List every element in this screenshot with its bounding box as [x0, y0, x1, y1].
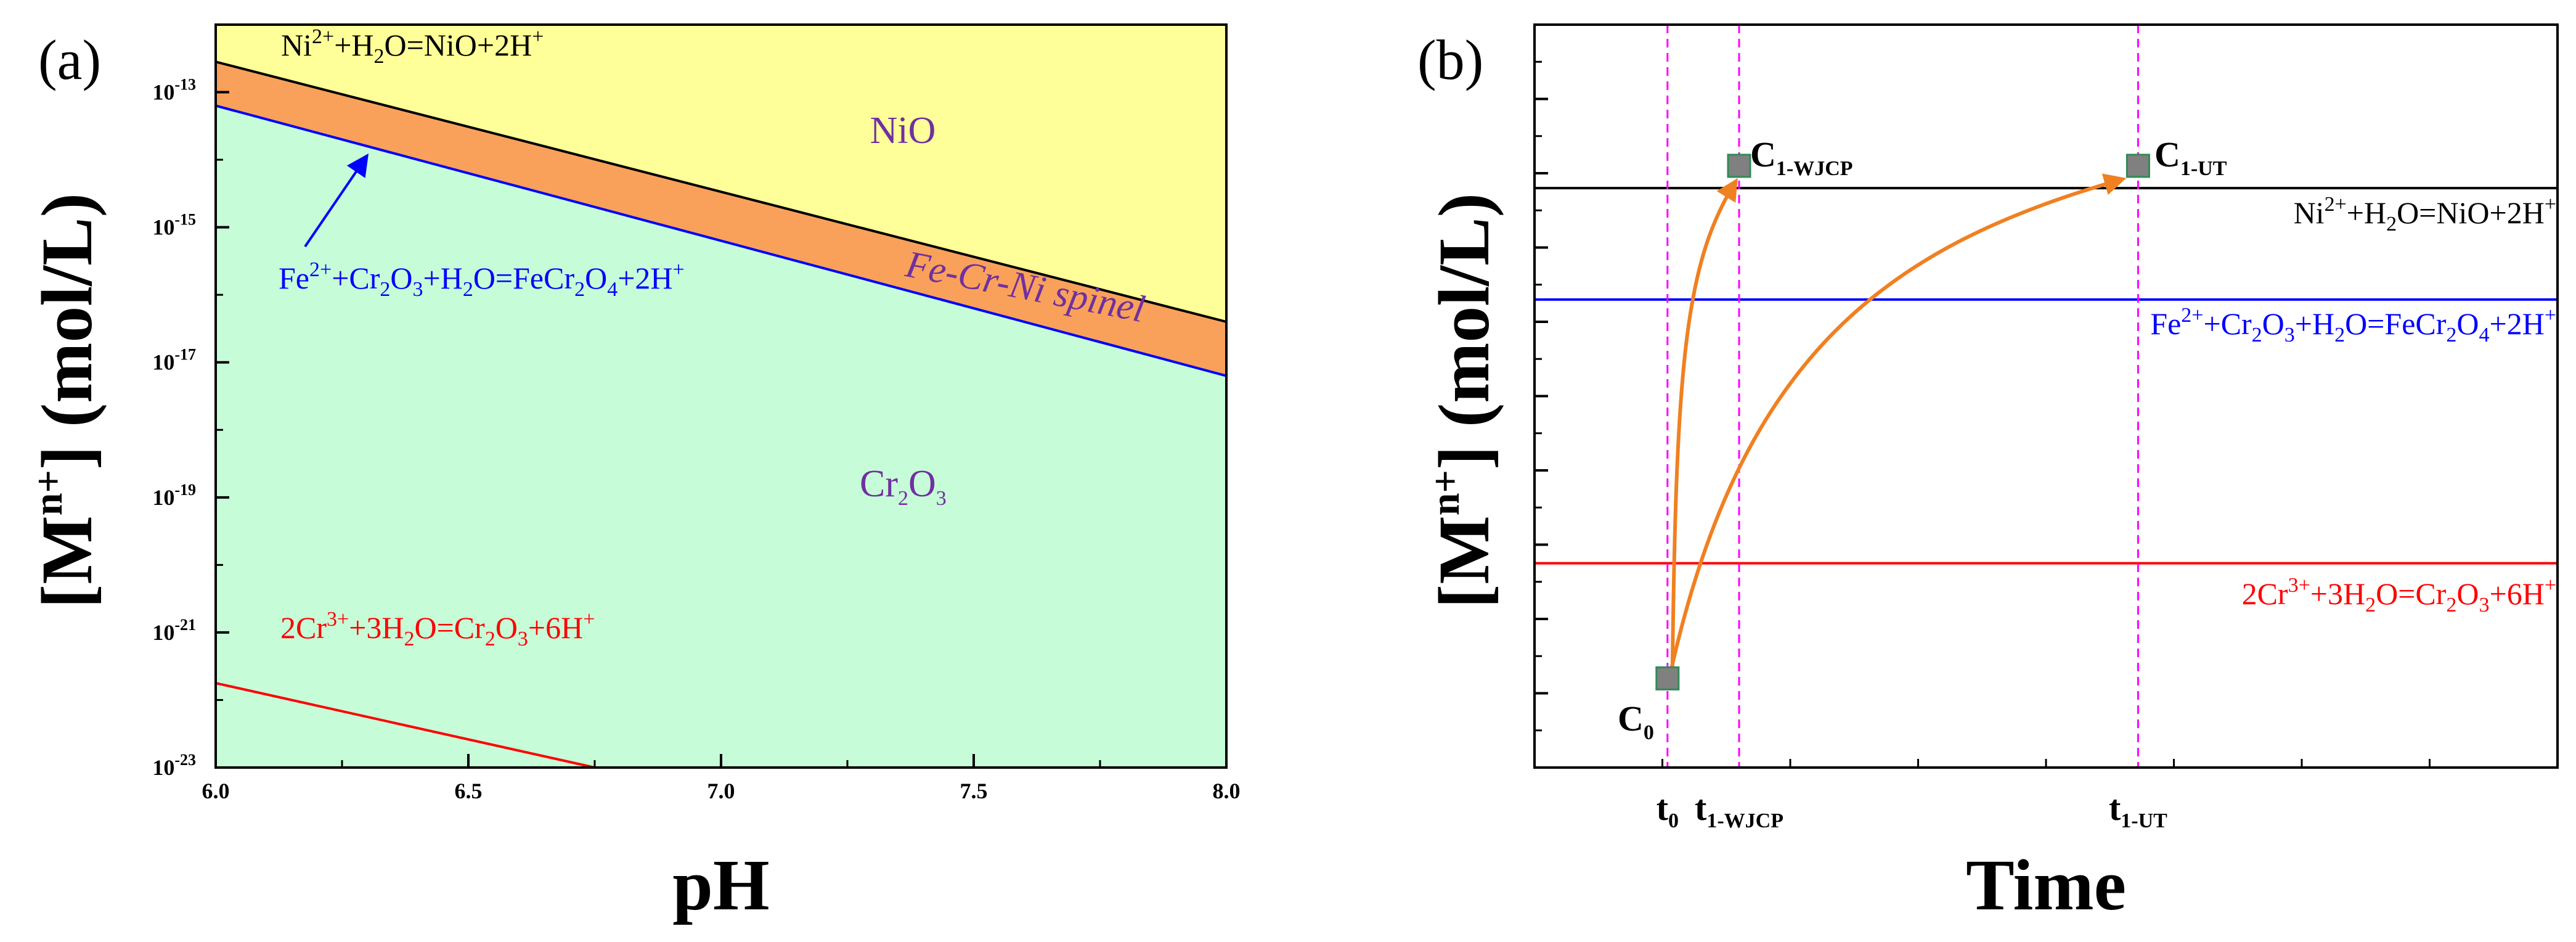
x-axis-title-b: Time — [1966, 845, 2126, 925]
x-tick-label-a: 8.0 — [1213, 779, 1241, 803]
x-tick-label-a: 7.5 — [960, 779, 988, 803]
ut-curve — [1669, 173, 2127, 671]
point-c1-ut — [2126, 154, 2150, 178]
x-tick-label-t1-ut: t1-UT — [2109, 788, 2167, 832]
ni-boundary-line — [215, 60, 1227, 323]
eq-ni-label-a: Ni2++H2O=NiO+2H+ — [281, 25, 544, 68]
point-label-c1-ut: C1-UT — [2154, 134, 2227, 180]
x-tick-label-a: 7.0 — [707, 779, 735, 803]
y-axis-title-b: [Mn+] (mol/L) — [1423, 193, 1504, 608]
region-label-cr2o3: Cr2O3 — [860, 463, 947, 510]
panel-label-a: (a) — [38, 28, 101, 91]
axis-ticks-b — [1535, 60, 2431, 768]
axis-ticks-a: 6.0 6.5 7.0 7.5 8.0 10-23 10-21 10-19 10-17 10-15… — [152, 23, 1241, 803]
region-nio — [216, 25, 1226, 322]
x-tick-label-t1-wjcp: t1-WJCP — [1695, 788, 1783, 832]
fe-boundary-line — [215, 104, 1227, 377]
y-tick-label-a: 10-23 — [152, 751, 196, 780]
y-tick-label-a: 10-21 — [152, 616, 196, 645]
fe-pointer-arrow — [304, 154, 369, 248]
y-axis-title-a: [Mn+] (mol/L) — [26, 193, 107, 608]
eq-ni-label-b: Ni2++H2O=NiO+2H+ — [2294, 193, 2556, 236]
region-label-nio: NiO — [870, 110, 936, 152]
point-label-c0: C0 — [1618, 698, 1654, 744]
y-tick-label-a: 10-17 — [152, 346, 196, 375]
point-c1-wjcp — [1727, 154, 1751, 178]
eq-fe-label-b: Fe2++Cr2O3+H2O=FeCr2O4+2H+ — [2150, 304, 2556, 346]
x-tick-label-t0: t0 — [1657, 788, 1679, 832]
plot-frame-b — [1533, 23, 2559, 769]
cr-boundary-line — [215, 682, 595, 769]
x-tick-label-a: 6.5 — [455, 779, 483, 803]
point-c0 — [1655, 666, 1680, 690]
panel-a: 6.0 6.5 7.0 7.5 8.0 10-23 10-21 10-19 10-17 10-15… — [26, 23, 1241, 925]
y-tick-label-a: 10-19 — [152, 481, 196, 510]
eq-fe-label-a: Fe2++Cr2O3+H2O=FeCr2O4+2H+ — [279, 258, 685, 301]
x-tick-label-a: 6.0 — [202, 779, 230, 803]
wjcp-curve — [1670, 178, 1738, 670]
y-tick-label-a: 10-15 — [152, 211, 196, 240]
region-cr2o3 — [216, 105, 1226, 768]
y-tick-label-a: 10-13 — [152, 76, 196, 105]
panel-b: (b) C0 C1-WJCP C1-UT Ni2++H2O=NiO+2H+ Fe… — [1417, 23, 2559, 925]
panel-label-b: (b) — [1417, 28, 1483, 91]
plot-frame-a — [214, 23, 1228, 769]
eq-cr-label-a: 2Cr3++3H2O=Cr2O3+6H+ — [280, 608, 595, 650]
point-label-c1-wjcp: C1-WJCP — [1750, 134, 1853, 180]
eq-cr-label-b: 2Cr3++3H2O=Cr2O3+6H+ — [2242, 574, 2556, 616]
region-spinel — [216, 62, 1226, 376]
x-axis-title-a: pH — [672, 845, 769, 925]
